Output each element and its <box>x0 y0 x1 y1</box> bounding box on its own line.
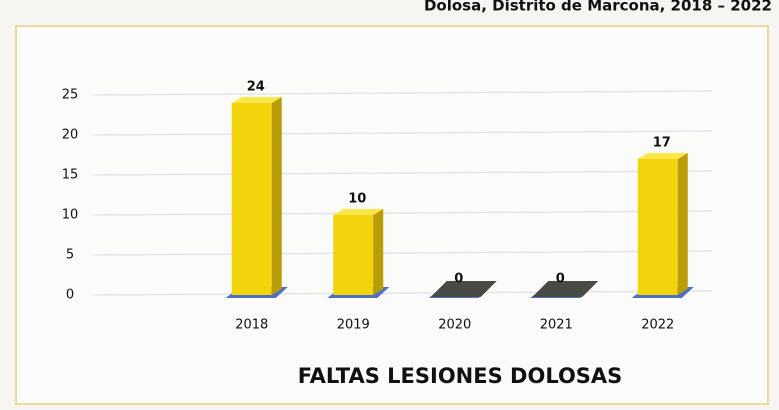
grid-line <box>94 170 713 176</box>
y-tick-label: 15 <box>62 168 79 183</box>
x-axis-label: FALTAS LESIONES DOLOSAS <box>298 364 623 388</box>
bar <box>532 281 599 297</box>
x-tick-label: 2020 <box>438 318 471 333</box>
data-label: 0 <box>454 272 463 287</box>
bar-top <box>333 209 384 215</box>
bar-side <box>373 209 384 295</box>
grid-line <box>94 90 713 96</box>
x-tick-label: 2018 <box>235 318 268 333</box>
bar-top <box>637 153 688 159</box>
grid-line <box>94 290 713 296</box>
data-label: 0 <box>556 272 565 287</box>
grid-line <box>94 210 713 216</box>
bar <box>430 281 497 297</box>
bar-side <box>677 153 688 295</box>
y-tick-label: 20 <box>62 128 79 143</box>
y-tick-label: 10 <box>62 208 79 223</box>
y-tick-label: 5 <box>66 248 74 263</box>
x-tick-label: 2019 <box>337 318 370 333</box>
bar <box>637 159 678 295</box>
data-label: 10 <box>348 192 366 207</box>
y-tick-label: 0 <box>66 288 74 303</box>
chart-title: Dolosa, Distrito de Marcona, 2018 – 2022 <box>424 0 772 15</box>
bar <box>231 103 272 295</box>
data-label: 17 <box>653 136 671 151</box>
bar-side <box>271 97 282 295</box>
y-tick-label: 25 <box>62 88 79 103</box>
grid-line <box>94 250 713 256</box>
grid-line <box>94 130 713 136</box>
bar <box>333 215 374 295</box>
data-label: 24 <box>247 80 265 95</box>
bar-top <box>231 97 282 103</box>
x-tick-label: 2021 <box>540 318 573 333</box>
x-tick-label: 2022 <box>641 318 674 333</box>
